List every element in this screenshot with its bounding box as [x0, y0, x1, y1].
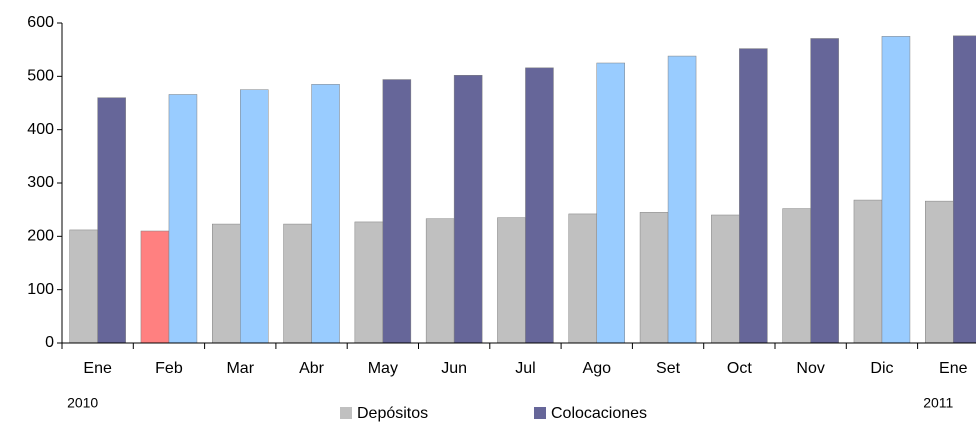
x-tick-label: Ene: [939, 360, 968, 377]
bar: [782, 208, 811, 344]
x-tick-label: Ene: [83, 360, 112, 377]
x-tick-label: Set: [656, 360, 681, 377]
bar: [853, 199, 883, 344]
bar: [97, 97, 126, 344]
bar: [925, 200, 954, 344]
y-tick-label: 400: [27, 121, 54, 138]
bar: [667, 55, 697, 344]
bar: [140, 230, 170, 344]
x-tick-label: Nov: [796, 360, 824, 377]
legend-swatch: [340, 407, 352, 419]
bar: [953, 35, 976, 344]
legend-swatch: [534, 407, 546, 419]
bar: [639, 212, 669, 344]
bar: [240, 89, 269, 344]
x-tick-label: Dic: [870, 360, 893, 377]
x-tick-label: Mar: [226, 360, 254, 377]
x-tick-label: Jun: [441, 360, 467, 377]
y-tick-label: 0: [45, 334, 54, 351]
x-year-label: 2011: [923, 395, 953, 411]
bar: [69, 229, 98, 344]
bar: [354, 221, 384, 344]
bar: [283, 223, 312, 344]
legend-label: Colocaciones: [551, 405, 647, 422]
y-tick-label: 300: [27, 174, 54, 191]
bar: [596, 62, 625, 344]
bar: [497, 217, 526, 344]
bar: [711, 214, 740, 344]
y-tick-label: 200: [27, 228, 54, 245]
bar: [881, 36, 911, 344]
y-tick-label: 500: [27, 68, 54, 85]
bar: [739, 48, 768, 344]
bar: [311, 84, 340, 344]
bar: [168, 94, 198, 344]
y-tick-label: 100: [27, 281, 54, 298]
bar: [212, 223, 241, 344]
x-tick-label: Feb: [155, 360, 183, 377]
legend-label: Depósitos: [357, 405, 428, 422]
x-tick-label: Ago: [583, 360, 612, 377]
bar: [453, 75, 483, 344]
bar: [568, 213, 597, 344]
bar: [525, 67, 554, 344]
bar: [382, 79, 412, 344]
y-tick-label: 600: [27, 14, 54, 31]
x-tick-label: Oct: [727, 360, 752, 377]
x-tick-label: May: [368, 360, 398, 377]
x-tick-label: Jul: [515, 360, 535, 377]
x-year-label: 2010: [67, 395, 98, 411]
x-tick-label: Abr: [299, 360, 325, 377]
bar: [425, 218, 455, 344]
bar: [810, 38, 839, 344]
